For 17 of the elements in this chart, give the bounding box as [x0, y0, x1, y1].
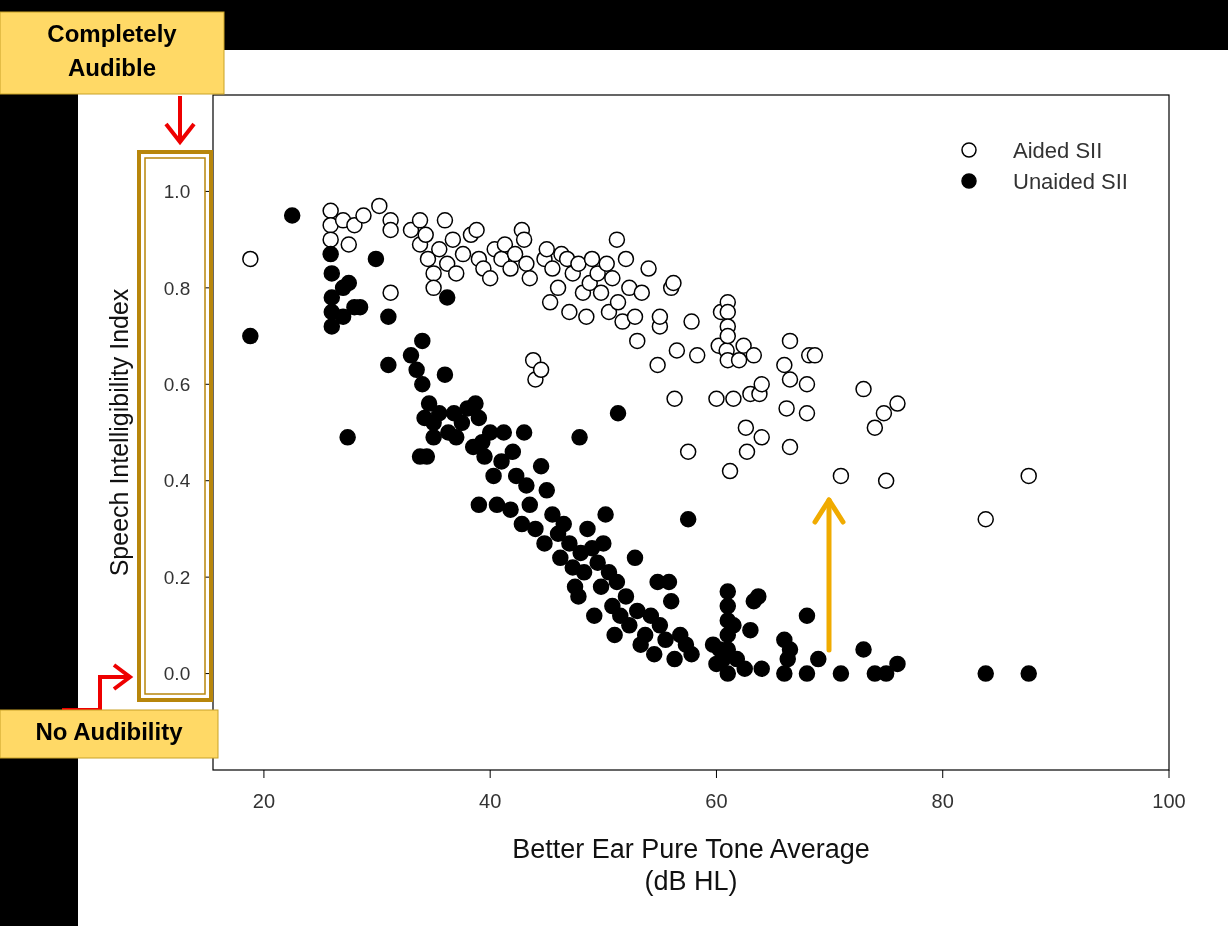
y-tick-label: 0.2 [163, 566, 191, 588]
text: Completely Audible [47, 20, 178, 81]
y-tick-label: 0.0 [163, 663, 191, 685]
y-tick-label: 0.8 [163, 277, 191, 299]
y-axis-title: Speech Intelligibility Index [105, 288, 133, 577]
y-tick-label: 1.0 [163, 181, 191, 203]
legend-label: Aided SII [1013, 137, 1103, 163]
x-axis-title: Better Ear Pure Tone Average (dB HL) [512, 834, 870, 896]
y-tick-label: 0.4 [163, 470, 191, 492]
y-tick-label: 0.6 [163, 373, 191, 395]
x-tick-label: 100 [1152, 790, 1186, 812]
x-tick-label: 20 [252, 790, 276, 812]
legend-label: Unaided SII [1013, 168, 1128, 194]
x-tick-label: 40 [479, 790, 502, 812]
text: No Audibility [35, 718, 184, 745]
x-tick-label: 80 [931, 790, 954, 812]
x-tick-label: 60 [705, 790, 728, 812]
